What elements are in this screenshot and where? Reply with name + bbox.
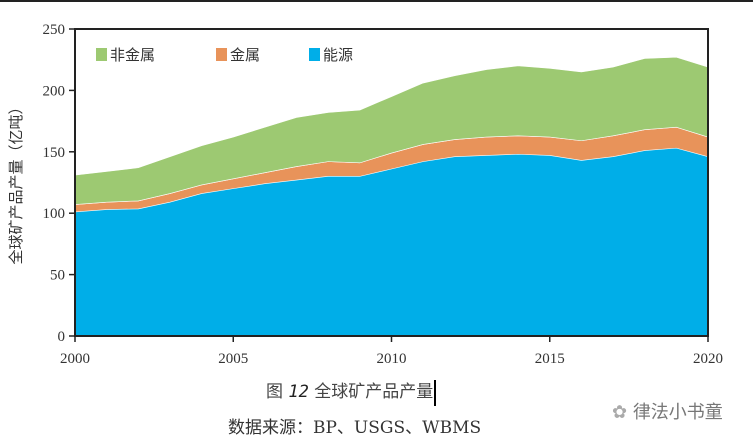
y-tick-label: 150: [43, 145, 66, 161]
caption-title: 全球矿产品产量: [308, 382, 434, 402]
data-source: 数据来源：BP、USGS、WBMS: [228, 418, 482, 438]
stacked-area-chart: 0 50 100 150 200 250 2000 2005 2010 2015 2020 非金属…: [7, 22, 723, 367]
y-tick-label: 250: [43, 22, 66, 38]
x-tick-label: 2005: [218, 351, 248, 367]
area-energy: [75, 148, 708, 336]
top-border: [0, 0, 753, 2]
legend-swatch: [216, 48, 227, 61]
x-tick-label: 2020: [693, 351, 723, 367]
figure-caption: 图 12 全球矿产品产量: [266, 377, 437, 406]
x-tick-label: 2015: [535, 351, 565, 367]
legend-label: 金属: [230, 46, 260, 64]
watermark: ✿ 律法小书童: [612, 398, 723, 424]
y-tick-label: 100: [43, 206, 66, 222]
text-cursor: [434, 379, 437, 406]
wechat-icon: ✿: [612, 402, 633, 423]
caption-prefix: 图: [266, 382, 289, 402]
legend-label: 能源: [323, 46, 353, 64]
legend-swatch: [96, 48, 107, 61]
watermark-text: 律法小书童: [632, 402, 723, 423]
y-tick-label: 0: [58, 329, 66, 345]
legend-label: 非金属: [110, 46, 155, 64]
y-tick-label: 50: [50, 268, 65, 284]
x-tick-label: 2000: [60, 351, 90, 367]
caption-number: 12: [288, 382, 309, 402]
y-axis-title: 全球矿产品产量（亿吨）: [7, 99, 25, 264]
x-tick-label: 2010: [377, 351, 407, 367]
y-tick-label: 200: [43, 83, 66, 99]
legend-swatch: [309, 48, 320, 61]
